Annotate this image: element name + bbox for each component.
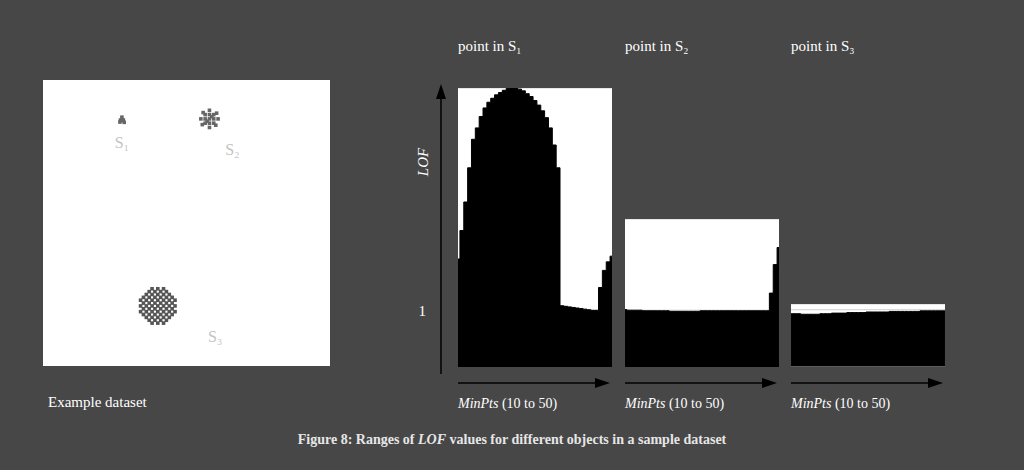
html-text:point in S₂: point in S₂: [625, 38, 689, 54]
svg-text:S₃: S₃: [208, 328, 222, 345]
html-text:MinPts (10 to 50): MinPts (10 to 50): [791, 396, 891, 411]
html-text:point in S₃: point in S₃: [791, 38, 855, 54]
svg-text:1: 1: [419, 302, 427, 318]
html-text:Figure 8: Ranges of LOF values: Figure 8: Ranges of LOF values for diffe…: [297, 432, 727, 447]
svg-text:S₂: S₂: [225, 141, 239, 158]
html-text:MinPts (10 to 50): MinPts (10 to 50): [458, 396, 558, 411]
html-text:MinPts (10 to 50): MinPts (10 to 50): [625, 396, 725, 411]
html-text:point in S₁: point in S₁: [458, 38, 522, 54]
svg-text:LOF: LOF: [415, 147, 431, 177]
html-text:Example dataset: Example dataset: [48, 394, 147, 410]
svg-text:S₁: S₁: [115, 134, 129, 151]
